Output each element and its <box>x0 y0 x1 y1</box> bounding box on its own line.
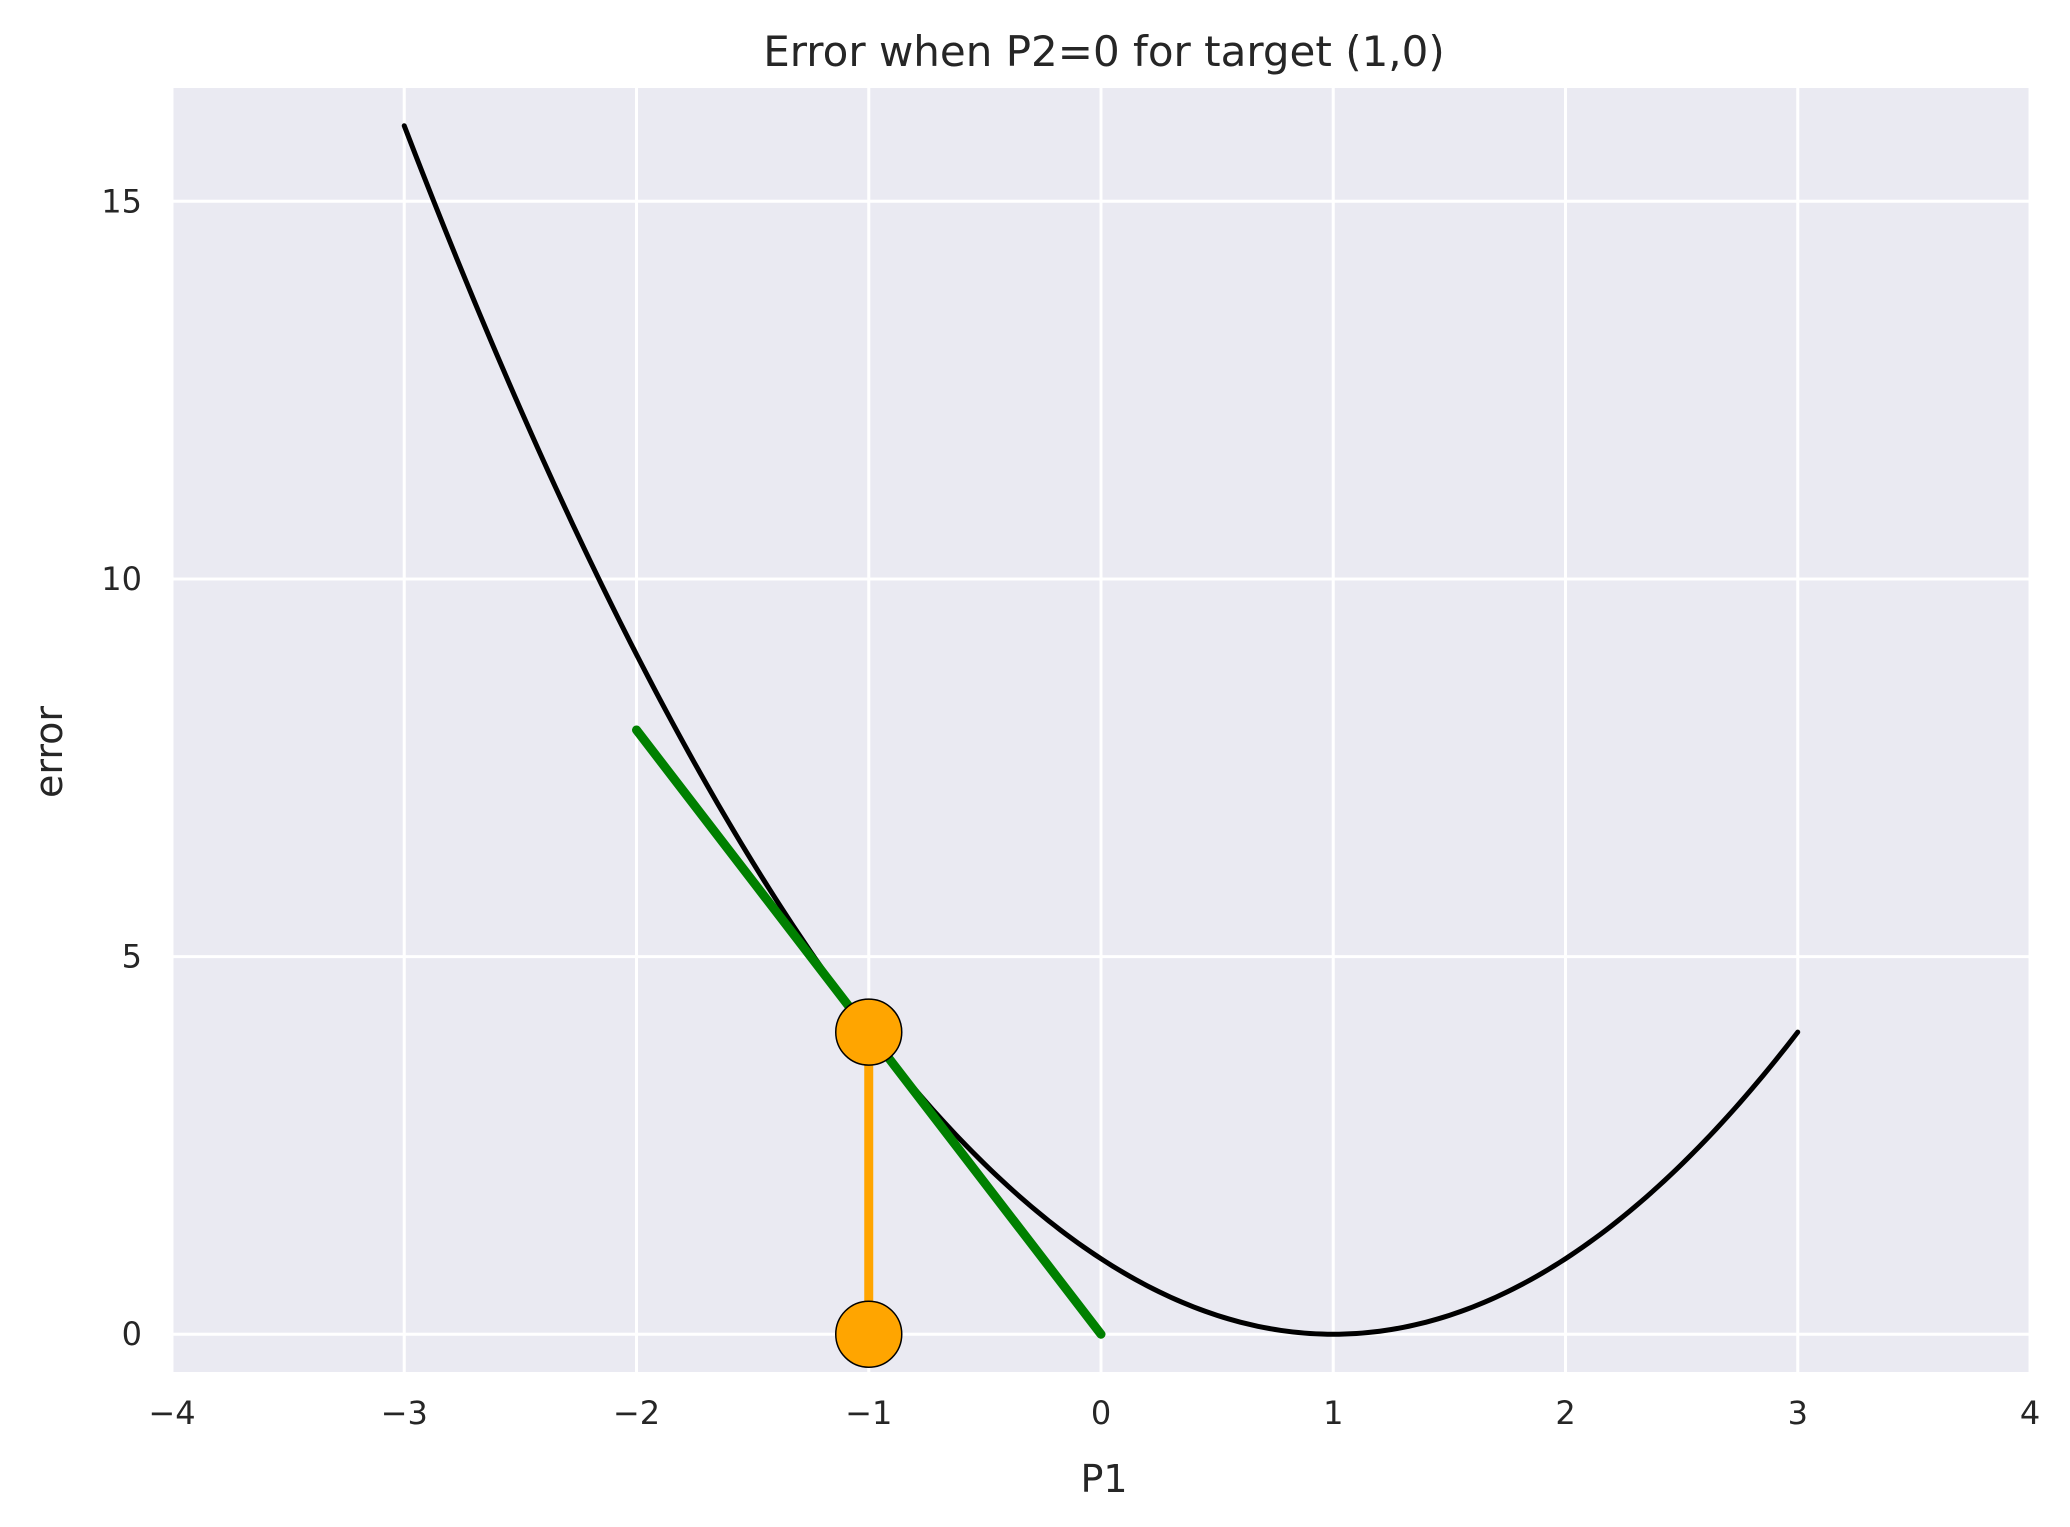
x-tick-label: 4 <box>2020 1394 2040 1432</box>
x-axis-label: P1 <box>1080 1457 1127 1501</box>
x-tick-label: −2 <box>613 1394 660 1432</box>
x-tick-label: −4 <box>148 1394 195 1432</box>
x-tick-label: −1 <box>845 1394 892 1432</box>
y-tick-label: 10 <box>101 560 142 598</box>
y-tick-label: 15 <box>101 182 142 220</box>
data-point <box>835 998 903 1066</box>
x-tick-label: −3 <box>381 1394 428 1432</box>
y-axis-label: error <box>27 706 71 798</box>
x-tick-label: 3 <box>1788 1394 1808 1432</box>
x-tick-label: 1 <box>1323 1394 1343 1432</box>
data-point <box>835 1300 903 1368</box>
chart-title: Error when P2=0 for target (1,0) <box>763 27 1445 76</box>
curve-line <box>401 123 1801 1337</box>
points-layer <box>835 998 903 1368</box>
x-tick-label: 2 <box>1555 1394 1575 1432</box>
y-tick-label: 5 <box>122 938 142 976</box>
y-tick-labels: 0 5 10 15 <box>101 182 142 1353</box>
y-tick-label: 0 <box>122 1315 142 1353</box>
x-tick-label: 0 <box>1091 1394 1111 1432</box>
x-tick-labels: −4 −3 −2 −1 0 1 2 3 4 <box>148 1394 2040 1432</box>
